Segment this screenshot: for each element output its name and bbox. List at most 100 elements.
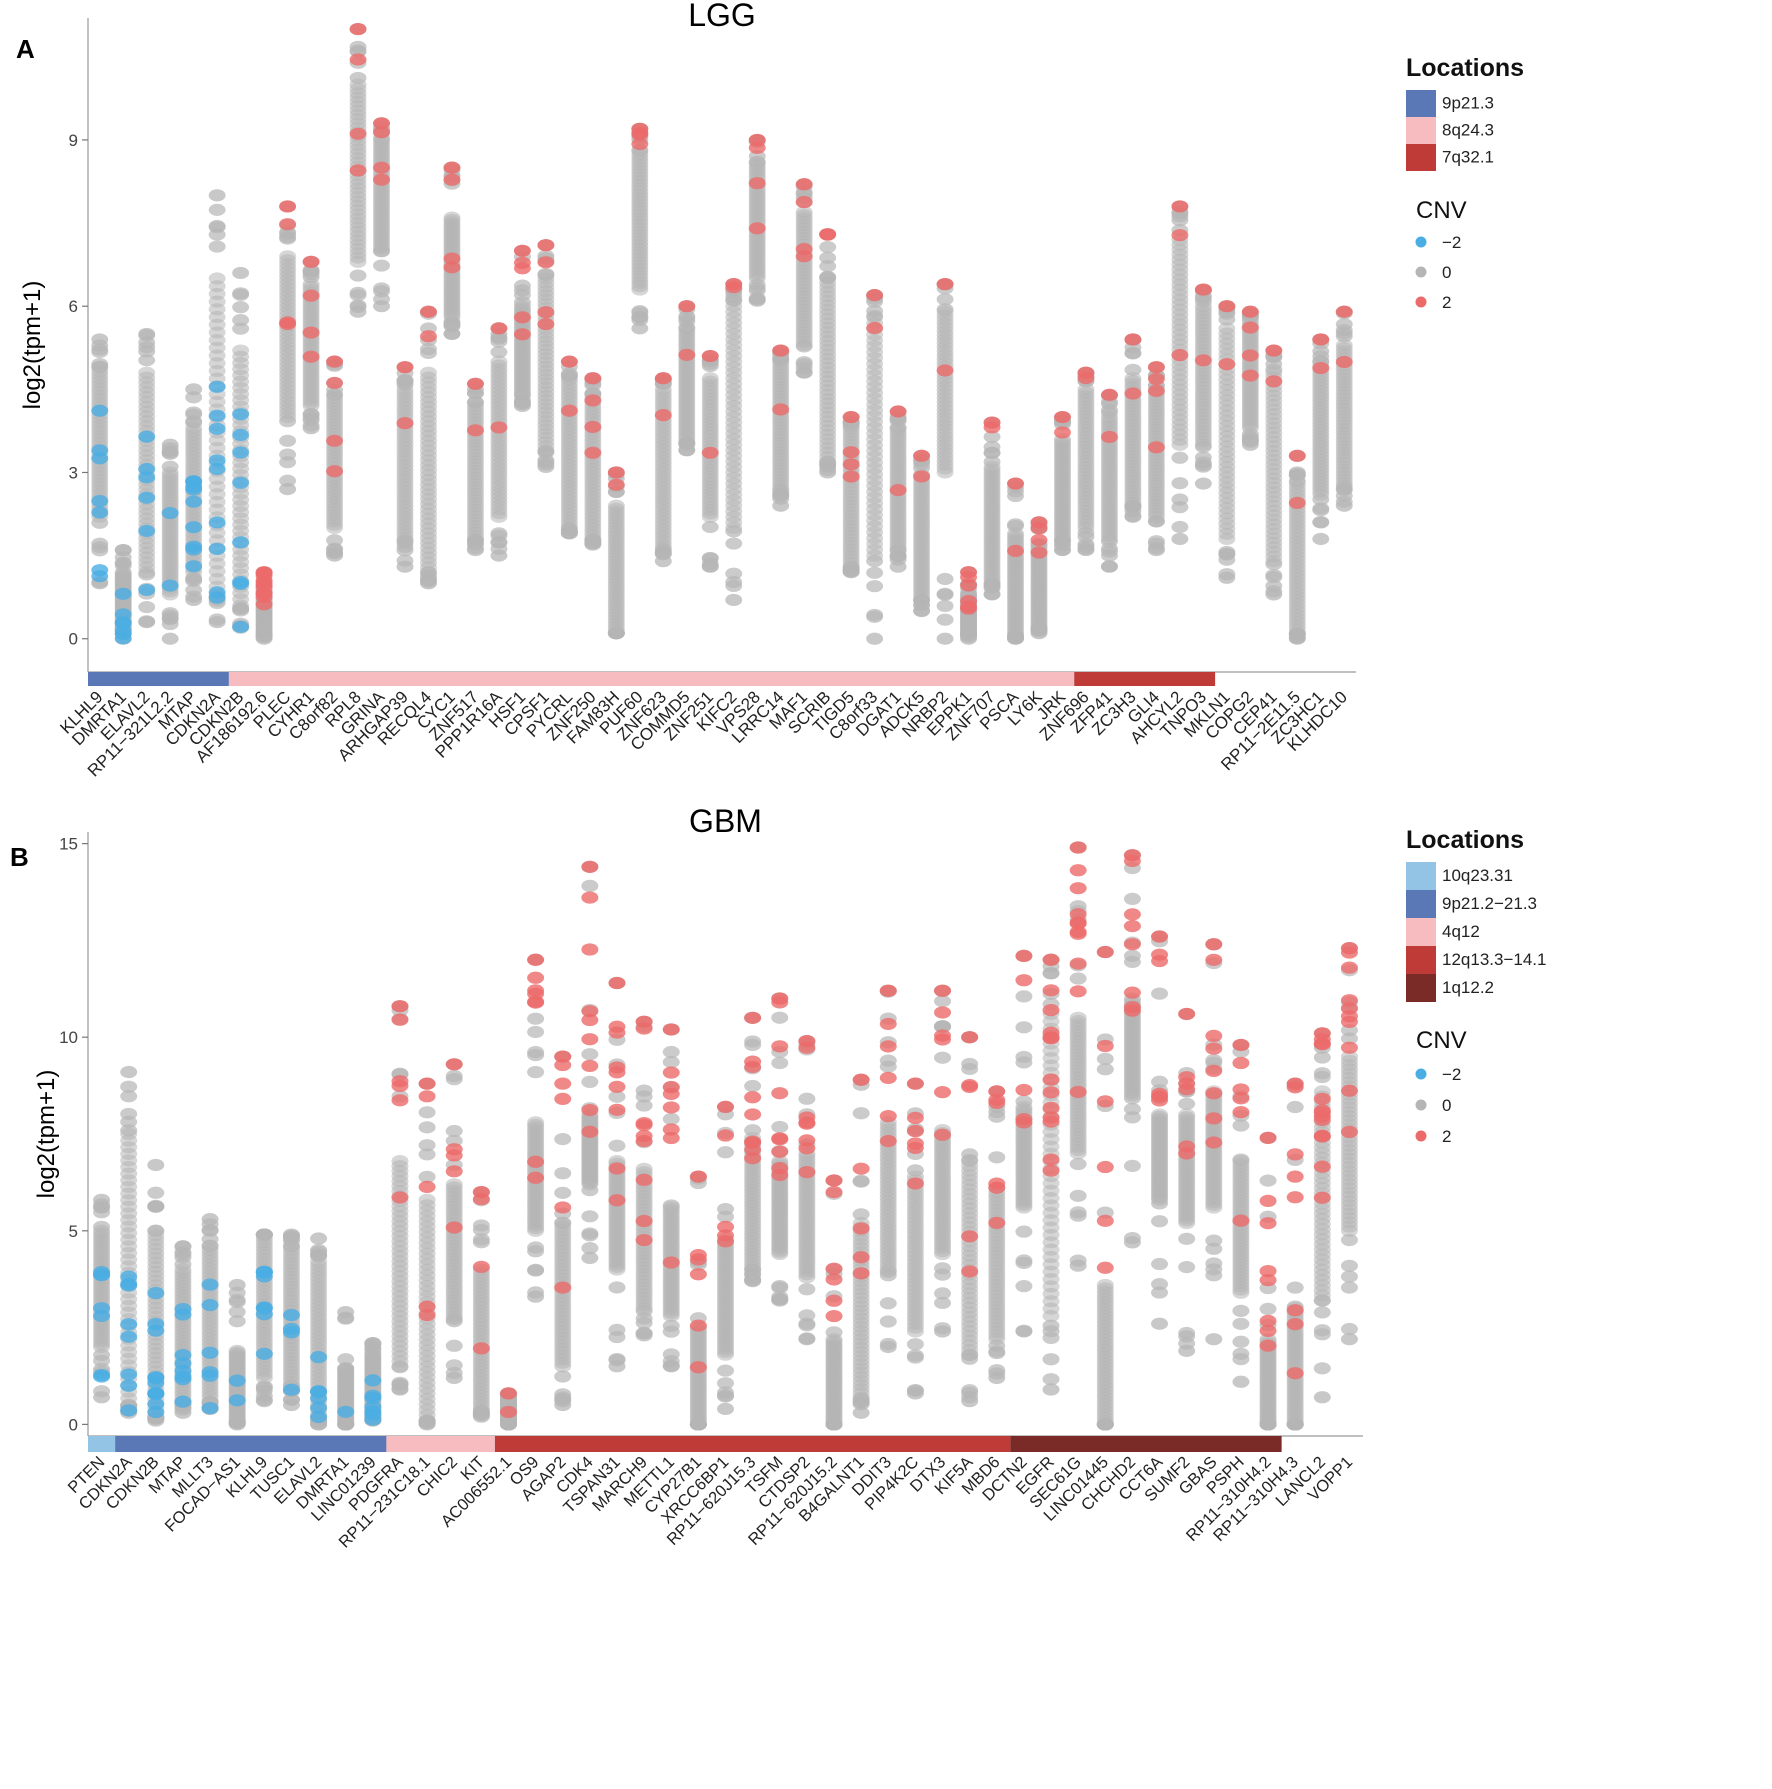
data-point bbox=[114, 543, 132, 557]
data-point bbox=[391, 1383, 409, 1396]
data-point bbox=[748, 222, 766, 235]
data-point bbox=[527, 1290, 545, 1303]
data-point bbox=[635, 1233, 653, 1247]
data-point bbox=[445, 1339, 463, 1352]
data-point bbox=[1265, 588, 1283, 601]
data-point bbox=[208, 616, 226, 629]
data-point bbox=[842, 470, 860, 483]
data-point bbox=[349, 44, 367, 57]
data-point bbox=[138, 462, 156, 476]
data-point bbox=[114, 617, 132, 630]
data-point bbox=[701, 560, 719, 573]
data-point bbox=[1124, 510, 1142, 523]
data-point bbox=[635, 1173, 653, 1187]
data-point bbox=[232, 476, 250, 489]
data-point bbox=[1147, 372, 1165, 386]
data-point bbox=[725, 537, 743, 550]
data-point bbox=[445, 1124, 463, 1138]
data-point bbox=[889, 549, 907, 562]
data-point bbox=[654, 555, 672, 568]
data-point bbox=[513, 244, 531, 257]
data-point bbox=[1147, 515, 1165, 528]
data-point bbox=[581, 943, 599, 956]
data-point bbox=[279, 483, 297, 496]
data-point bbox=[499, 1418, 517, 1431]
data-point bbox=[608, 1194, 626, 1207]
data-point bbox=[420, 330, 437, 343]
data-point bbox=[373, 173, 390, 186]
data-point bbox=[581, 1005, 599, 1018]
data-point bbox=[418, 1180, 436, 1194]
data-point bbox=[798, 1142, 816, 1155]
data-point bbox=[678, 312, 696, 325]
data-point bbox=[120, 1279, 138, 1292]
data-point bbox=[852, 1162, 870, 1175]
data-point bbox=[581, 879, 599, 893]
data-point bbox=[1171, 200, 1189, 213]
data-point bbox=[228, 1278, 246, 1292]
data-point bbox=[554, 1388, 572, 1401]
data-point bbox=[983, 416, 1001, 429]
data-point bbox=[228, 1315, 246, 1328]
data-point bbox=[349, 286, 367, 299]
data-point bbox=[232, 314, 250, 327]
data-point bbox=[842, 446, 860, 459]
data-point bbox=[418, 1193, 436, 1206]
data-point bbox=[490, 331, 508, 344]
data-point bbox=[161, 609, 179, 622]
data-point bbox=[302, 350, 320, 363]
data-point bbox=[138, 616, 156, 629]
data-point bbox=[120, 1065, 138, 1079]
data-point bbox=[466, 387, 484, 400]
data-point bbox=[418, 1077, 436, 1090]
data-point bbox=[364, 1374, 382, 1387]
legend-cnv-title: CNV bbox=[1416, 197, 1467, 224]
data-point bbox=[608, 1330, 626, 1344]
data-point bbox=[1054, 543, 1071, 557]
data-point bbox=[1241, 321, 1259, 334]
y-tick-label: 0 bbox=[69, 1415, 78, 1434]
data-point bbox=[581, 1048, 599, 1061]
data-point bbox=[445, 1312, 463, 1326]
data-point bbox=[1124, 363, 1142, 376]
data-point bbox=[466, 424, 484, 437]
data-point bbox=[490, 322, 508, 335]
data-point bbox=[282, 1322, 300, 1336]
data-point bbox=[208, 409, 226, 422]
data-point bbox=[201, 1346, 219, 1359]
panel-gbm: BGBMlog2(tpm+1)051015PTENCDKN2ACDKN2BMTA… bbox=[10, 803, 1546, 1552]
data-point bbox=[185, 383, 203, 396]
data-point bbox=[631, 313, 649, 327]
data-point bbox=[161, 506, 179, 520]
y-tick-label: 15 bbox=[59, 835, 78, 854]
data-point bbox=[983, 446, 1001, 459]
data-point bbox=[662, 1199, 680, 1212]
data-point bbox=[208, 240, 226, 253]
data-point bbox=[232, 428, 250, 441]
data-point bbox=[852, 1073, 870, 1086]
y-tick-label: 9 bbox=[69, 131, 78, 150]
legend-cnv-marker bbox=[1415, 296, 1427, 308]
location-bar-segment bbox=[494, 1436, 1011, 1452]
data-point bbox=[1171, 451, 1189, 464]
data-point bbox=[771, 1280, 789, 1293]
data-point bbox=[310, 1410, 328, 1424]
data-point bbox=[326, 355, 344, 368]
data-point bbox=[337, 1405, 355, 1418]
data-point bbox=[1194, 477, 1212, 490]
data-point bbox=[537, 256, 555, 269]
legend-location-swatch bbox=[1406, 117, 1436, 144]
data-point bbox=[798, 1092, 816, 1105]
data-point bbox=[795, 366, 813, 379]
data-point bbox=[418, 1121, 436, 1134]
data-point bbox=[147, 1397, 165, 1411]
data-point bbox=[748, 177, 766, 190]
data-point bbox=[1218, 571, 1236, 584]
data-point bbox=[748, 278, 766, 291]
data-point bbox=[349, 71, 367, 85]
data-point bbox=[913, 593, 931, 607]
data-point bbox=[1218, 547, 1236, 560]
data-point bbox=[161, 632, 179, 645]
data-point bbox=[748, 133, 766, 147]
data-point bbox=[771, 1294, 789, 1307]
